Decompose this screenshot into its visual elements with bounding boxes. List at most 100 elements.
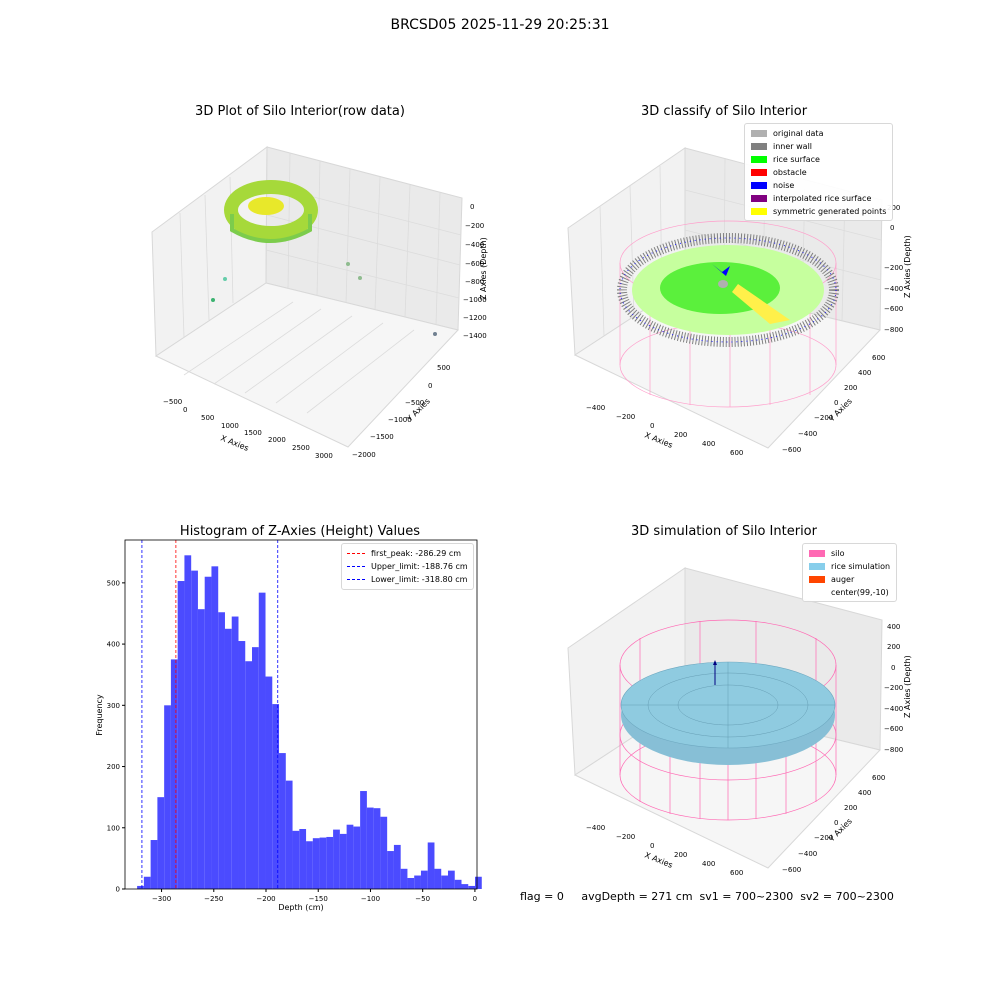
legend-swatch <box>751 195 767 202</box>
classify-xtick: 400 <box>702 440 715 448</box>
histogram-xtick-label: −200 <box>256 895 275 903</box>
raw-ztick: −1000 <box>463 296 487 304</box>
classify-ytick: 0 <box>834 399 838 407</box>
classify-ytick: −200 <box>814 414 833 422</box>
histogram-bar <box>447 870 455 889</box>
legend-item: obstacle <box>751 166 886 179</box>
classify-xtick: −200 <box>616 413 635 421</box>
histogram-bar <box>475 876 482 889</box>
histogram-bar <box>326 836 334 889</box>
raw-ytick: −2000 <box>352 451 376 459</box>
raw-ytick: −1500 <box>370 433 394 441</box>
classify-noise-cluster <box>712 264 730 276</box>
classify-ytick: 200 <box>844 384 857 392</box>
histogram-bar <box>319 837 327 889</box>
histogram-bar <box>279 753 286 889</box>
histogram-bar <box>164 705 171 889</box>
raw-ztick: −200 <box>465 222 484 230</box>
simulation-ztick: 400 <box>887 623 900 631</box>
histogram-xtick-label: −100 <box>361 895 380 903</box>
legend-item: Lower_limit: -318.80 cm <box>347 573 468 586</box>
legend-item: noise <box>751 179 886 192</box>
histogram-chart: −300 −250 −200 −150 −100 −50 0 0 100 200 300 400 50… <box>95 539 482 912</box>
classify-ytick: 600 <box>872 354 885 362</box>
histogram-bar <box>184 555 192 889</box>
histogram-bar <box>231 616 239 889</box>
histogram-bar <box>427 842 435 889</box>
raw-ztick: −1200 <box>463 314 487 322</box>
histogram-bar <box>306 841 313 889</box>
histogram-bar <box>393 844 401 889</box>
raw-ztick: −400 <box>465 241 484 249</box>
legend-item: rice simulation <box>809 560 890 573</box>
histogram-bar <box>224 628 232 889</box>
raw-zlabel: Z Axies (Depth) <box>479 237 488 300</box>
simulation-ztick: 0 <box>891 664 895 672</box>
histogram-bar <box>204 576 212 889</box>
legend-swatch <box>751 130 767 137</box>
histogram-bar <box>191 570 198 889</box>
histogram-bar <box>143 876 151 889</box>
legend-swatch <box>809 563 825 570</box>
histogram-bar <box>285 780 293 889</box>
classify-xtick: 0 <box>650 422 654 430</box>
histogram-bar <box>252 647 259 889</box>
histogram-xtick-label: 0 <box>473 895 477 903</box>
raw-surface-wall <box>230 214 312 243</box>
classify-xtick: 200 <box>674 431 687 439</box>
raw-floor-pane <box>154 282 459 448</box>
raw-xtick: 1000 <box>221 422 239 430</box>
raw-xtick: 2000 <box>268 436 286 444</box>
classify-ztick: −400 <box>884 285 903 293</box>
histogram-xticks: −300 −250 −200 −150 −100 −50 0 <box>152 889 477 903</box>
raw-xtick: −500 <box>163 398 182 406</box>
simulation-ytick: −400 <box>798 850 817 858</box>
simulation-ztick: −800 <box>884 746 903 754</box>
raw-ytick: 0 <box>428 382 432 390</box>
legend-item: interpolated rice surface <box>751 192 886 205</box>
histogram-bar <box>333 829 340 889</box>
histogram-bar <box>346 824 354 889</box>
legend-item: symmetric generated points <box>751 205 886 218</box>
legend-swatch <box>751 143 767 150</box>
legend-item: original data <box>751 127 886 140</box>
histogram-ytick-label: 100 <box>107 824 120 832</box>
simulation-plot-title: 3D simulation of Silo Interior <box>631 524 817 539</box>
simulation-ytick: 600 <box>872 774 885 782</box>
histogram-bar <box>468 885 476 889</box>
histogram-bar <box>441 875 448 889</box>
classify-ztick: −600 <box>884 305 903 313</box>
simulation-ztick: 200 <box>887 643 900 651</box>
histogram-bar <box>238 641 246 889</box>
histogram-bar <box>339 833 347 889</box>
classify-xtick: −400 <box>586 404 605 412</box>
simulation-ytick: 0 <box>834 819 838 827</box>
legend-item: inner wall <box>751 140 886 153</box>
raw-point <box>433 332 437 336</box>
classify-zlabel: Z Axies (Depth) <box>903 235 912 298</box>
histogram-bar <box>407 877 415 889</box>
raw-ztick: −1400 <box>463 332 487 340</box>
histogram-ytick-label: 500 <box>107 579 120 587</box>
classify-ztick: −200 <box>884 264 903 272</box>
legend-swatch <box>809 576 825 583</box>
legend-swatch <box>809 550 825 557</box>
legend-item: first_peak: -286.29 cm <box>347 547 468 560</box>
histogram-bar <box>265 676 273 889</box>
simulation-zlabel: Z Axies (Depth) <box>903 655 912 718</box>
raw-point <box>358 276 362 280</box>
histogram-ytick-label: 0 <box>116 886 120 894</box>
classify-inner-wall <box>617 233 839 347</box>
histogram-xlabel: Depth (cm) <box>278 903 323 912</box>
histogram-bar <box>272 704 280 889</box>
raw-ztick: −800 <box>465 278 484 286</box>
simulation-ztick: −400 <box>884 705 903 713</box>
legend-swatch <box>347 579 365 580</box>
status-footer: flag = 0 avgDepth = 271 cm sv1 = 700~230… <box>520 890 894 903</box>
histogram-ytick-label: 200 <box>107 763 120 771</box>
histogram-bar <box>292 830 300 889</box>
legend-swatch <box>347 566 365 567</box>
simulation-ylabel: Y Axies <box>826 817 854 845</box>
raw-xtick: 500 <box>201 414 214 422</box>
histogram-ytick-label: 400 <box>107 641 120 649</box>
